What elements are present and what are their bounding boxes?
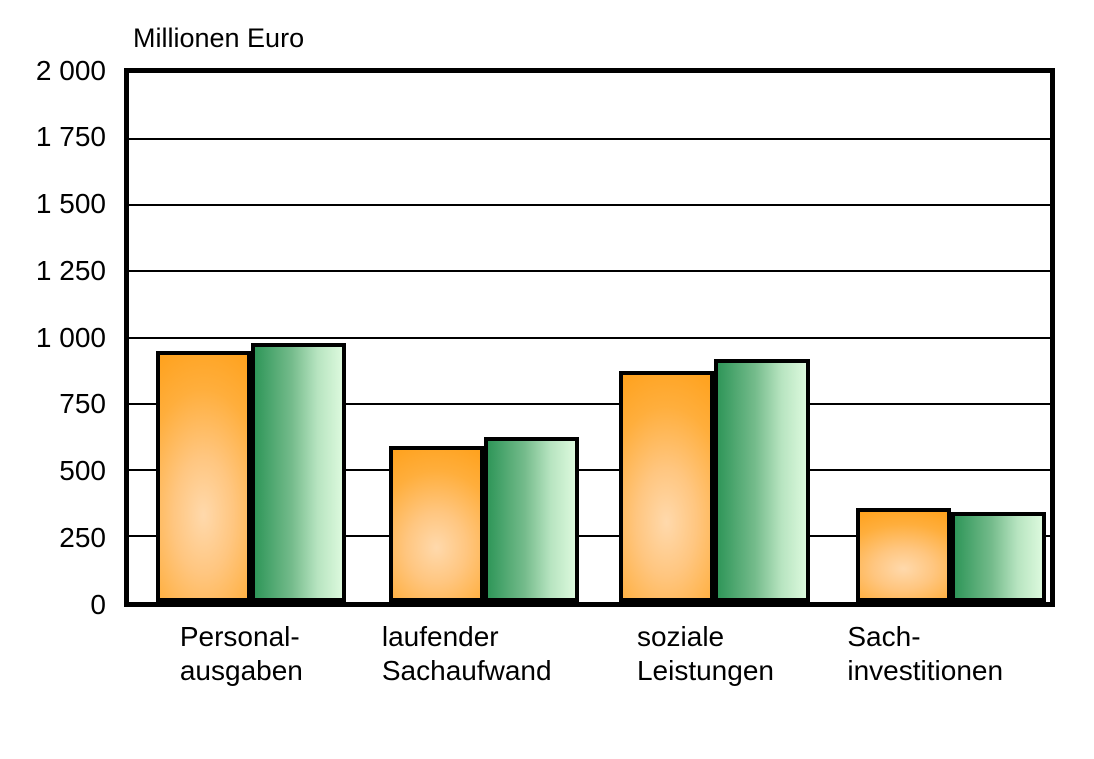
gridline: [129, 534, 1050, 537]
chart-title: Millionen Euro: [133, 23, 305, 53]
category-label-line: Sachaufwand: [381, 655, 552, 686]
gridline: [129, 402, 1050, 405]
bar-orange-series-3: [618, 370, 715, 602]
bar-green-series-3: [714, 358, 810, 602]
category-label-line: Sach-: [847, 621, 921, 652]
bar-orange-series-2: [388, 445, 485, 602]
gridline: [129, 138, 1050, 141]
bar-green-series-4: [950, 512, 1047, 602]
bars: [129, 73, 1050, 602]
gridline: [129, 468, 1050, 471]
category-label-line: soziale: [636, 621, 725, 652]
y-tick-label: 1 500: [35, 188, 106, 219]
y-tick-label: 1 000: [35, 321, 106, 353]
category-label: soziale Leistungen: [637, 620, 774, 688]
y-tick-label: 2 000: [35, 54, 106, 86]
bar-green-series-2: [484, 436, 580, 602]
category-label-line: investitionen: [847, 655, 1004, 686]
category-label: Personal-ausgaben: [180, 620, 303, 688]
y-tick-label: 1 250: [35, 254, 106, 286]
gridline: [129, 336, 1050, 339]
y-tick-label: 500: [59, 455, 106, 486]
category-label-line: Personal-: [179, 621, 300, 652]
plot-area: [124, 68, 1055, 607]
y-tick-label: 1 750: [35, 121, 106, 153]
gridline: [129, 204, 1050, 207]
category-label-line: laufender: [381, 621, 499, 652]
bar-orange-series-1: [155, 350, 252, 602]
category-label: Sach-investitionen: [847, 620, 1003, 688]
gridline: [129, 270, 1050, 273]
y-axis-labels: 2 000 1 750 1 500 1 250 1 000 750 500 250 0: [0, 55, 106, 620]
category-label-line: ausgaben: [179, 655, 303, 686]
bar-orange-series-4: [855, 508, 951, 602]
category-label: laufender Sachaufwand: [382, 620, 552, 688]
y-tick-label: 750: [59, 388, 106, 420]
x-axis-labels: Personal-ausgaben laufender Sachaufwand soz…: [124, 620, 1055, 710]
y-tick-label: 250: [59, 521, 106, 553]
category-label-line: Leistungen: [636, 655, 774, 686]
bar-green-series-1: [251, 342, 347, 602]
y-tick-label: 0: [90, 588, 106, 620]
